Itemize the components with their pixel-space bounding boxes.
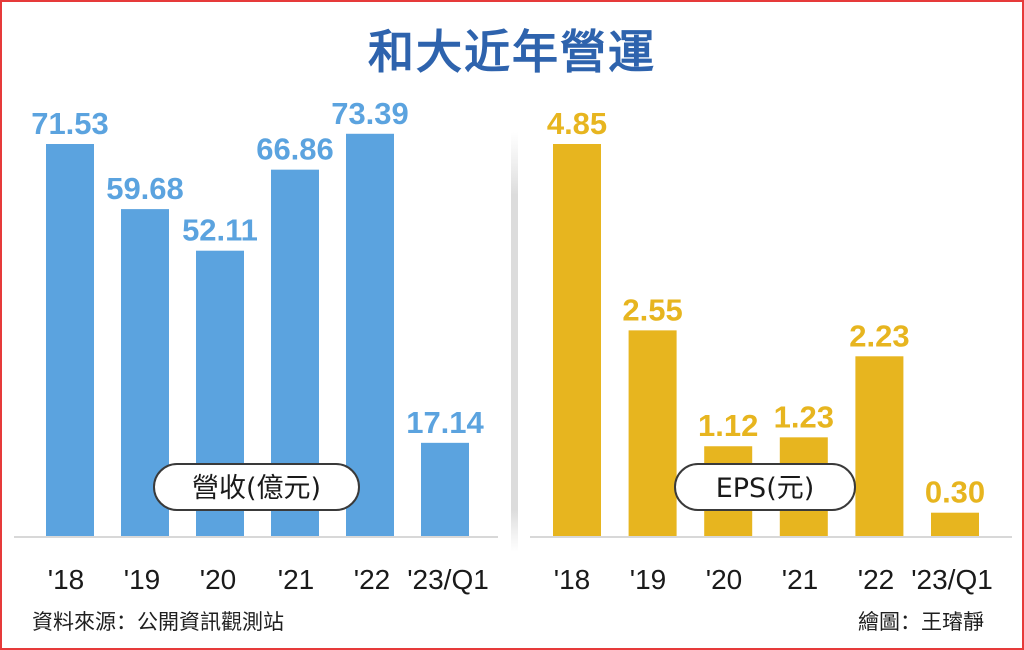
revenue-category-label: '18 <box>48 564 85 595</box>
graphic-credit: 繪圖：王璿靜 <box>858 610 984 634</box>
eps-bar <box>628 330 677 537</box>
revenue-category-label: '22 <box>354 564 391 595</box>
eps-value-label: 0.30 <box>925 475 985 510</box>
revenue-category-label: '21 <box>278 564 315 595</box>
eps-legend-label: EPS(元) <box>716 473 815 504</box>
revenue-value-label: 71.53 <box>31 106 109 141</box>
eps-value-label: 4.85 <box>547 106 607 141</box>
revenue-bar <box>346 133 394 537</box>
revenue-value-label: 59.68 <box>106 171 184 206</box>
eps-value-label: 2.55 <box>622 292 682 327</box>
revenue-value-label: 73.39 <box>331 96 409 131</box>
revenue-bar <box>421 442 469 537</box>
eps-chart: 4.85 '18 2.55 '19 1.12 '20 1.23 '21 2.23 '22 0.30 '… <box>530 106 1012 595</box>
revenue-value-label: 17.14 <box>406 405 484 440</box>
eps-legend-pill <box>674 463 856 511</box>
eps-value-label: 1.12 <box>698 408 758 443</box>
eps-bar <box>855 356 904 537</box>
revenue-category-label: '19 <box>124 564 161 595</box>
revenue-chart: 71.53 '18 59.68 '19 52.11 '20 66.86 '21 73.39 '22… <box>14 96 498 595</box>
chart-title: 和大近年營運 <box>368 25 656 79</box>
eps-bar <box>553 144 601 537</box>
eps-category-label: '23/Q1 <box>911 564 993 595</box>
eps-category-label: '18 <box>554 564 591 595</box>
revenue-legend-label: 營收(億元) <box>192 473 321 504</box>
eps-category-label: '20 <box>706 564 743 595</box>
revenue-legend-pill <box>153 463 360 511</box>
data-source-note: 資料來源：公開資訊觀測站 <box>32 610 284 634</box>
eps-value-label: 1.23 <box>774 399 834 434</box>
eps-value-label: 2.23 <box>849 318 909 353</box>
eps-category-label: '19 <box>630 564 667 595</box>
revenue-value-label: 52.11 <box>182 213 258 248</box>
revenue-value-label: 66.86 <box>256 132 334 167</box>
eps-category-label: '22 <box>858 564 895 595</box>
revenue-category-label: '23/Q1 <box>407 564 489 595</box>
eps-bar <box>931 512 979 537</box>
revenue-bar <box>46 144 94 537</box>
revenue-category-label: '20 <box>200 564 237 595</box>
panel-divider <box>511 132 518 552</box>
eps-category-label: '21 <box>782 564 819 595</box>
